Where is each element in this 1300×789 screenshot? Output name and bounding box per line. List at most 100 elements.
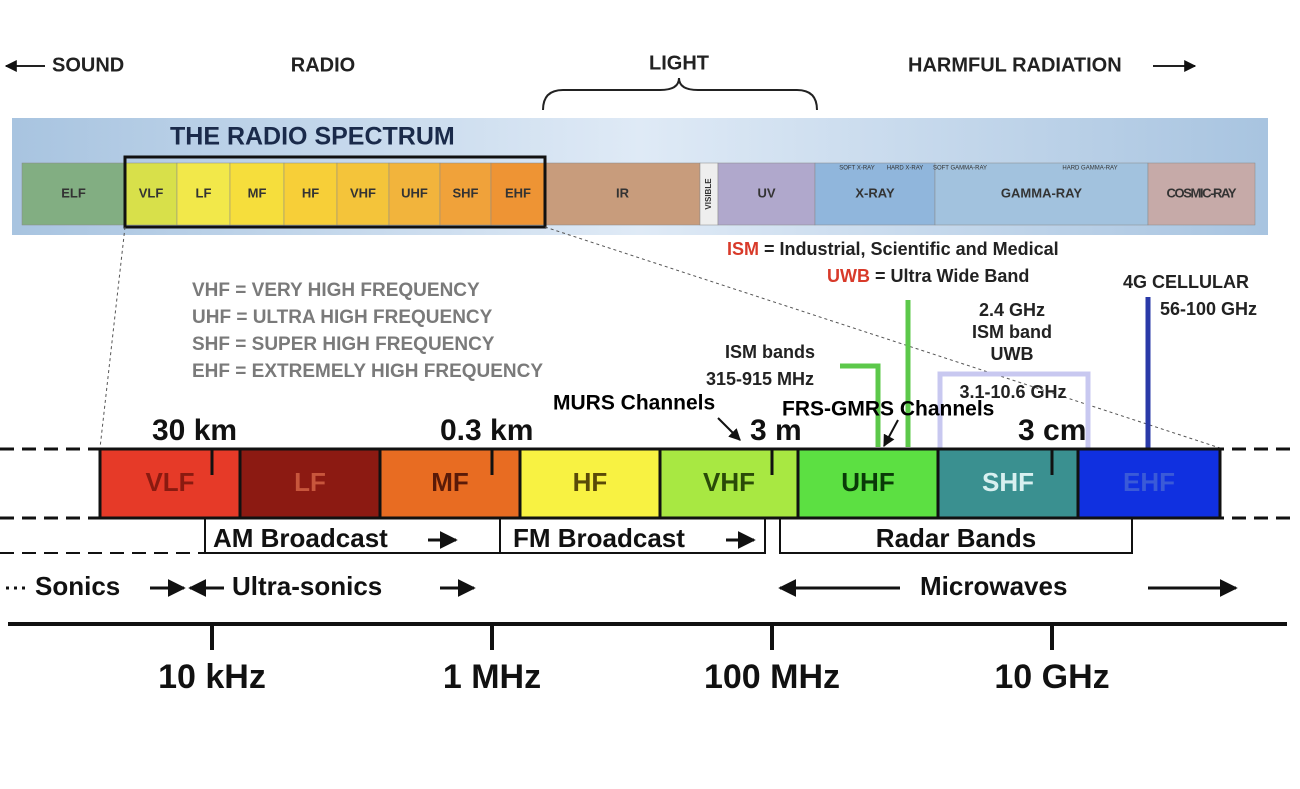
- band: [378, 447, 522, 520]
- frequency-label: 100 MHz: [704, 658, 840, 696]
- annotation: 315-915 MHz: [706, 369, 814, 389]
- spectrum-band: [283, 162, 338, 226]
- band: [238, 447, 382, 520]
- sub-label: SOFT X-RAY: [839, 166, 874, 172]
- band-label: VLF: [145, 467, 194, 497]
- sub-label: HARD GAMMA-RAY: [1062, 166, 1117, 172]
- frequency-axis: 10 kHz 1 MHz 100 MHz 10 GHz: [158, 624, 1110, 696]
- annotation: MURS Channels: [553, 392, 715, 415]
- band: [936, 447, 1080, 520]
- frequency-label: 1 MHz: [443, 658, 541, 696]
- range-label: Ultra-sonics: [232, 571, 382, 601]
- annotation: 56-100 GHz: [1160, 299, 1257, 319]
- band-label: HF: [302, 185, 319, 200]
- band-label: IR: [616, 185, 630, 200]
- annotation: 2.4 GHz: [979, 300, 1045, 320]
- label: LIGHT: [649, 52, 709, 74]
- spectrum-band: [1147, 162, 1256, 226]
- range-label: Radar Bands: [876, 523, 1036, 553]
- band-label: VLF: [139, 185, 164, 200]
- band: [658, 447, 800, 520]
- arrow: [717, 417, 741, 441]
- zoom-line: [99, 226, 126, 449]
- definition-text: = Ultra Wide Band: [875, 266, 1029, 286]
- annotation: FRS-GMRS Channels: [782, 398, 994, 421]
- zoom-line: [544, 226, 1221, 449]
- frequency-label: 10 kHz: [158, 658, 266, 696]
- label: HARMFUL RADIATION: [908, 54, 1122, 76]
- definition: UWB = Ultra Wide Band: [827, 266, 1029, 286]
- wavelength: 3 m: [750, 414, 802, 447]
- band-label: X-RAY: [855, 185, 895, 200]
- marker-line: [840, 363, 881, 447]
- band-label: VISIBLE: [704, 178, 713, 210]
- spectrum-band: [717, 162, 816, 226]
- abbreviation: UHF = ULTRA HIGH FREQUENCY: [192, 307, 493, 328]
- spectrum-title: THE RADIO SPECTRUM: [170, 123, 455, 151]
- band-label: EHF: [505, 185, 531, 200]
- wavelength: 30 km: [152, 414, 237, 447]
- band-label: ELF: [61, 185, 86, 200]
- spectrum-band: [934, 162, 1149, 226]
- annotation: UWB: [991, 344, 1034, 364]
- label: RADIO: [291, 54, 355, 76]
- band-label: VHF: [703, 467, 755, 497]
- band-label: UHF: [401, 185, 428, 200]
- band-label: UV: [757, 185, 775, 200]
- wavelength: 0.3 km: [440, 414, 533, 447]
- band-label: MF: [248, 185, 267, 200]
- band-label: VHF: [350, 185, 376, 200]
- spectrum-band: [176, 162, 231, 226]
- spectrum-band: [336, 162, 390, 226]
- band-label: EHF: [1123, 467, 1175, 497]
- sub-label: HARD X-RAY: [887, 166, 924, 172]
- spectrum-band: [21, 162, 126, 226]
- main-bands: VLF LF MF HF VHF UHF SHF EHF: [98, 447, 1222, 520]
- abbreviation: SHF = SUPER HIGH FREQUENCY: [192, 334, 495, 355]
- spectrum-band: [490, 162, 546, 226]
- label: SOUND: [52, 54, 124, 76]
- annotation: ISM bands: [725, 342, 815, 362]
- band-label: COSMIC-RAY: [1167, 185, 1237, 200]
- annotation: 3.1-10.6 GHz: [959, 382, 1066, 402]
- band-label: MF: [431, 467, 469, 497]
- radio-box: [123, 155, 547, 229]
- range-label: FM Broadcast: [513, 523, 685, 553]
- spectrum-band: [388, 162, 441, 226]
- annotation: ISM band: [972, 322, 1052, 342]
- range-label: Microwaves: [920, 571, 1067, 601]
- band: [796, 447, 940, 520]
- frequency-label: 10 GHz: [994, 658, 1109, 696]
- band-label: UHF: [841, 467, 894, 497]
- band-label: LF: [196, 185, 212, 200]
- band-label: SHF: [453, 185, 479, 200]
- wavelength: 3 cm: [1018, 414, 1086, 447]
- bracket: [779, 518, 1133, 554]
- annotation: 4G CELLULAR: [1123, 272, 1249, 292]
- range-label: AM Broadcast: [213, 523, 388, 553]
- abbreviation: VHF = VERY HIGH FREQUENCY: [192, 280, 480, 301]
- spectrum-band: [544, 162, 701, 226]
- term: UWB: [827, 266, 870, 286]
- term: ISM: [727, 239, 759, 259]
- band: [98, 447, 242, 520]
- spectrum-band: [814, 162, 936, 226]
- definition: ISM = Industrial, Scientific and Medical: [727, 239, 1059, 259]
- band-label: SHF: [982, 467, 1034, 497]
- definition-text: = Industrial, Scientific and Medical: [764, 239, 1059, 259]
- band-label: HF: [573, 467, 608, 497]
- band-label: LF: [294, 467, 326, 497]
- bracket: [204, 518, 501, 554]
- arrow: [883, 419, 899, 448]
- spectrum-band: [229, 162, 285, 226]
- range-label: Sonics: [35, 571, 120, 601]
- band: [1076, 447, 1222, 520]
- band-label: GAMMA-RAY: [1001, 185, 1082, 200]
- sub-label: SOFT GAMMA-RAY: [933, 166, 987, 172]
- abbreviation: EHF = EXTREMELY HIGH FREQUENCY: [192, 361, 543, 382]
- spectrum-bands: ELF VLF LF MF HF VHF UHF SHF EHF IR VISIBLE UV X-RAY…: [21, 162, 1256, 226]
- bracket: [500, 518, 766, 554]
- brace: [542, 77, 818, 111]
